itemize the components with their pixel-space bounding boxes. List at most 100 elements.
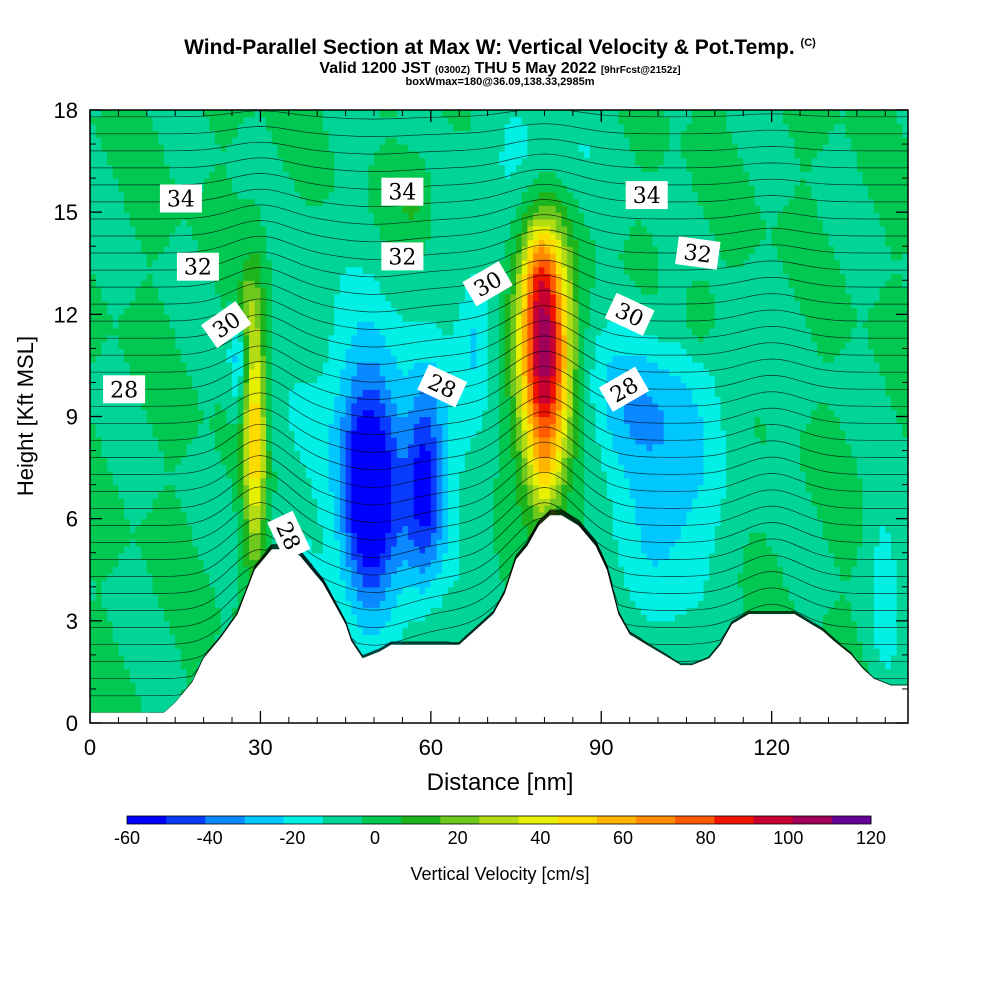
w-cell [186,362,193,370]
w-cell [169,382,176,390]
w-cell [294,314,301,322]
w-cell [322,273,330,281]
w-cell [135,293,142,302]
w-cell [305,150,313,159]
w-cell [180,518,188,527]
w-cell [180,593,188,601]
w-cell [345,164,352,172]
w-cell [175,525,182,533]
w-cell [379,300,386,309]
w-cell [317,123,324,132]
w-cell [294,232,301,241]
w-cell [351,178,358,186]
w-cell [141,321,148,329]
w-cell [339,300,347,309]
w-cell [197,321,205,329]
w-cell [197,559,205,567]
w-cell [385,293,392,302]
w-cell [197,110,205,118]
w-cell [317,116,324,125]
w-cell [90,416,97,424]
w-cell [101,566,108,574]
w-cell [356,348,364,356]
w-cell [243,144,250,152]
w-cell [305,198,313,206]
w-cell [305,171,313,179]
w-cell [249,348,256,356]
w-cell [300,232,307,241]
w-cell [146,191,154,200]
w-cell [90,586,97,595]
w-cell [317,287,324,295]
w-cell [118,341,125,349]
w-cell [396,287,404,295]
w-cell [362,593,369,601]
w-cell [266,253,273,261]
w-cell [163,600,171,608]
w-cell [90,225,97,234]
w-cell [345,525,352,533]
w-cell [351,443,358,452]
w-cell [322,314,330,322]
w-cell [385,470,392,479]
w-cell [107,178,114,186]
w-cell [95,566,102,574]
w-cell [305,178,313,186]
w-cell [197,430,205,438]
w-cell [345,566,352,574]
w-cell [368,566,375,574]
w-cell [237,423,244,431]
w-cell [277,484,284,493]
w-cell [107,314,114,322]
w-cell [169,314,176,322]
w-cell [391,123,398,132]
w-cell [90,409,97,418]
w-cell [180,668,188,676]
w-cell [391,307,398,315]
w-cell [237,362,244,370]
w-cell [237,327,244,336]
w-cell [232,375,239,384]
w-cell [95,382,102,390]
w-cell [254,375,262,384]
w-cell [158,362,165,370]
w-cell [237,144,244,152]
w-cell [169,532,176,540]
w-cell [260,314,267,322]
w-cell [95,253,102,261]
w-cell [163,409,171,418]
w-cell [90,321,97,329]
w-cell [124,239,131,247]
w-cell [175,334,182,343]
w-cell [141,648,148,656]
w-cell [322,511,330,520]
w-cell [180,409,188,418]
w-cell [356,593,364,601]
w-cell [180,355,188,363]
w-cell [152,191,159,200]
w-cell [203,430,210,438]
w-cell [317,355,324,363]
w-cell [385,573,392,581]
w-cell [124,280,131,288]
w-cell [226,164,233,172]
w-cell [243,266,250,275]
w-cell [112,600,119,608]
w-cell [260,334,267,343]
w-cell [322,171,330,179]
w-cell [322,287,330,295]
w-cell [300,334,307,343]
w-cell [356,470,364,479]
w-cell [317,375,324,384]
w-cell [186,457,193,465]
w-cell [385,334,392,343]
w-cell [328,178,335,186]
w-cell [311,396,318,404]
w-cell [237,457,244,465]
w-cell [180,287,188,295]
w-cell [90,545,97,554]
w-cell [90,423,97,431]
w-cell [379,280,386,288]
w-cell [180,280,188,288]
w-cell [339,552,347,561]
